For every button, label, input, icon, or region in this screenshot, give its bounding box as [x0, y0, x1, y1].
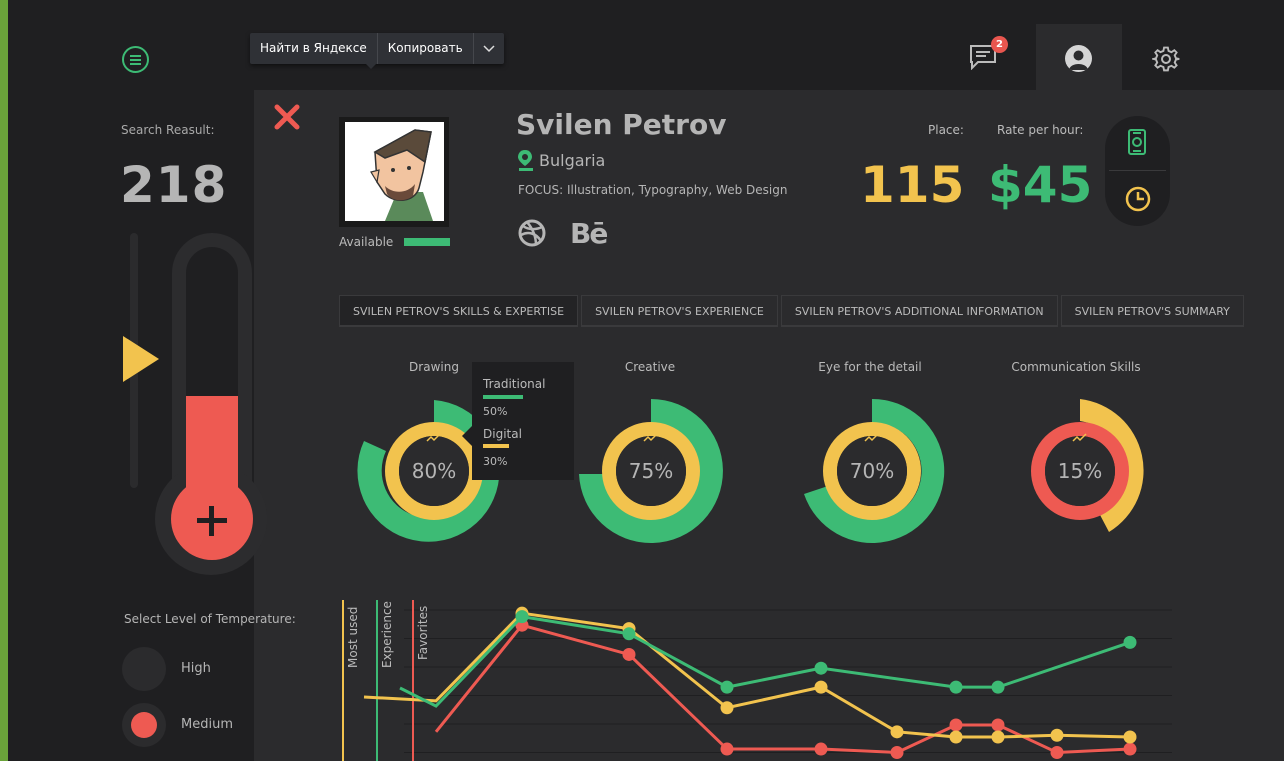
plus-icon-vertical[interactable]: [209, 506, 214, 536]
data-point-experience[interactable]: [515, 610, 529, 624]
location-pin-icon: [516, 148, 536, 176]
clock-icon[interactable]: [1125, 186, 1151, 216]
desktop-edge: [0, 0, 8, 761]
tooltip-digital-value: 30%: [483, 455, 508, 468]
menu-icon[interactable]: [122, 46, 149, 73]
donut-drawing-percent: 80%: [411, 459, 457, 483]
temperature-level-label: Select Level of Temperature:: [124, 612, 296, 626]
chevron-down-icon[interactable]: [474, 33, 504, 64]
donut-eye-percent: 70%: [849, 459, 895, 483]
data-point-favorites[interactable]: [622, 647, 636, 661]
temperature-slider-handle[interactable]: [123, 336, 159, 382]
copy-button[interactable]: Копировать: [378, 33, 474, 64]
data-point-favorites[interactable]: [720, 742, 734, 756]
behance-icon[interactable]: Bē: [570, 217, 608, 250]
data-point-most-used[interactable]: [991, 730, 1005, 744]
data-point-most-used[interactable]: [1050, 728, 1064, 742]
legend-most-used: Most used: [346, 606, 360, 668]
place-label: Place:: [928, 123, 964, 137]
data-point-most-used[interactable]: [814, 680, 828, 694]
donut-creative-percent: 75%: [628, 459, 674, 483]
popup-pointer: [366, 64, 376, 69]
data-point-experience[interactable]: [991, 680, 1005, 694]
tooltip-traditional-bar: [483, 395, 523, 399]
donut-communication-percent: 15%: [1057, 459, 1103, 483]
search-result-count: 218: [120, 156, 228, 214]
donut-creative[interactable]: [579, 399, 723, 543]
series-line-experience: [399, 614, 1131, 708]
data-point-most-used[interactable]: [890, 725, 904, 739]
message-count-badge: 2: [991, 36, 1008, 53]
data-point-favorites[interactable]: [991, 718, 1005, 732]
search-yandex-button[interactable]: Найти в Яндексе: [250, 33, 378, 64]
quick-actions-pill: [1105, 116, 1170, 226]
skill-title-eye-for-detail: Eye for the detail: [818, 360, 922, 374]
data-point-experience[interactable]: [949, 680, 963, 694]
tab-experience[interactable]: SVILEN PETROV'S EXPERIENCE: [581, 295, 778, 327]
tab-skills-expertise[interactable]: SVILEN PETROV'S SKILLS & EXPERTISE: [339, 295, 579, 327]
level-medium-label: Medium: [181, 717, 233, 732]
data-point-experience[interactable]: [720, 680, 734, 694]
tooltip-arrow: [462, 426, 472, 446]
donut-eye-for-detail[interactable]: [804, 398, 945, 543]
data-point-experience[interactable]: [814, 661, 828, 675]
rate-label: Rate per hour:: [997, 123, 1084, 137]
close-icon: [274, 104, 300, 130]
chart-mini-icon: [426, 433, 441, 442]
profile-tabs: SVILEN PETROV'S SKILLS & EXPERTISE SVILE…: [339, 295, 1247, 327]
rate-value: $45: [988, 156, 1093, 214]
dribbble-icon[interactable]: [518, 219, 546, 251]
data-point-most-used[interactable]: [1123, 730, 1137, 744]
data-point-favorites[interactable]: [949, 718, 963, 732]
profile-focus: FOCUS: Illustration, Typography, Web Des…: [518, 183, 788, 197]
data-point-experience[interactable]: [1123, 635, 1137, 649]
gear-icon[interactable]: [1150, 45, 1180, 77]
data-point-experience[interactable]: [622, 627, 636, 641]
chart-mini-icon: [864, 433, 879, 442]
tooltip-digital-label: Digital: [483, 427, 522, 441]
donut-communication[interactable]: [1031, 399, 1144, 532]
series-line-favorites: [434, 623, 1131, 754]
availability-label: Available: [339, 235, 394, 249]
text-selection-popup: Найти в Яндексе Копировать: [250, 33, 504, 64]
profile-country: Bulgaria: [539, 151, 606, 170]
series-line-most-used: [363, 611, 1131, 739]
quick-actions-divider: [1109, 170, 1166, 171]
data-point-favorites[interactable]: [1123, 742, 1137, 756]
data-point-favorites[interactable]: [890, 745, 904, 759]
data-point-most-used[interactable]: [720, 701, 734, 715]
skill-title-communication: Communication Skills: [1011, 360, 1141, 374]
data-point-favorites[interactable]: [814, 742, 828, 756]
close-button[interactable]: [256, 90, 314, 148]
user-avatar-icon[interactable]: [1065, 45, 1092, 72]
place-value: 115: [860, 156, 965, 214]
availability-indicator: [404, 238, 450, 246]
tooltip-traditional-label: Traditional: [483, 377, 546, 391]
profile-name: Svilen Petrov: [516, 108, 727, 141]
tab-summary[interactable]: SVILEN PETROV'S SUMMARY: [1060, 295, 1244, 327]
search-result-label: Search Reasult:: [121, 123, 215, 137]
data-point-most-used[interactable]: [949, 730, 963, 744]
chart-mini-icon: [643, 433, 658, 442]
skill-title-creative: Creative: [624, 360, 676, 374]
profile-photo: [345, 122, 444, 221]
level-medium-selected-dot: [131, 712, 157, 738]
level-high-label: High: [181, 661, 211, 676]
legend-favorites: Favorites: [416, 605, 430, 660]
tab-additional-information[interactable]: SVILEN PETROV'S ADDITIONAL INFORMATION: [780, 295, 1058, 327]
skill-title-drawing: Drawing: [409, 360, 459, 374]
level-high-radio[interactable]: [122, 647, 166, 691]
money-icon[interactable]: [1127, 128, 1147, 160]
tooltip-traditional-value: 50%: [483, 405, 508, 418]
data-point-favorites[interactable]: [1050, 745, 1064, 759]
skill-tooltip: [472, 362, 574, 480]
legend-experience: Experience: [380, 601, 394, 668]
chart-mini-icon: [1072, 433, 1087, 442]
tooltip-digital-bar: [483, 444, 509, 448]
